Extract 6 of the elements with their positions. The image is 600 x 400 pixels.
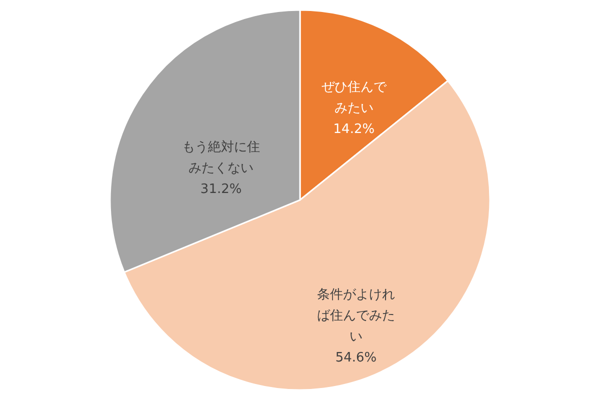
data-label: 14.2% [333, 122, 375, 138]
data-label: 31.2% [200, 182, 242, 198]
data-label: 54.6% [335, 350, 377, 366]
slice-label: ぜひ住んでみたい [321, 80, 388, 116]
slice-label: もう絶対に住みたくない [182, 139, 260, 176]
slice-label: 条件がよければ住んでみたい [316, 288, 395, 345]
